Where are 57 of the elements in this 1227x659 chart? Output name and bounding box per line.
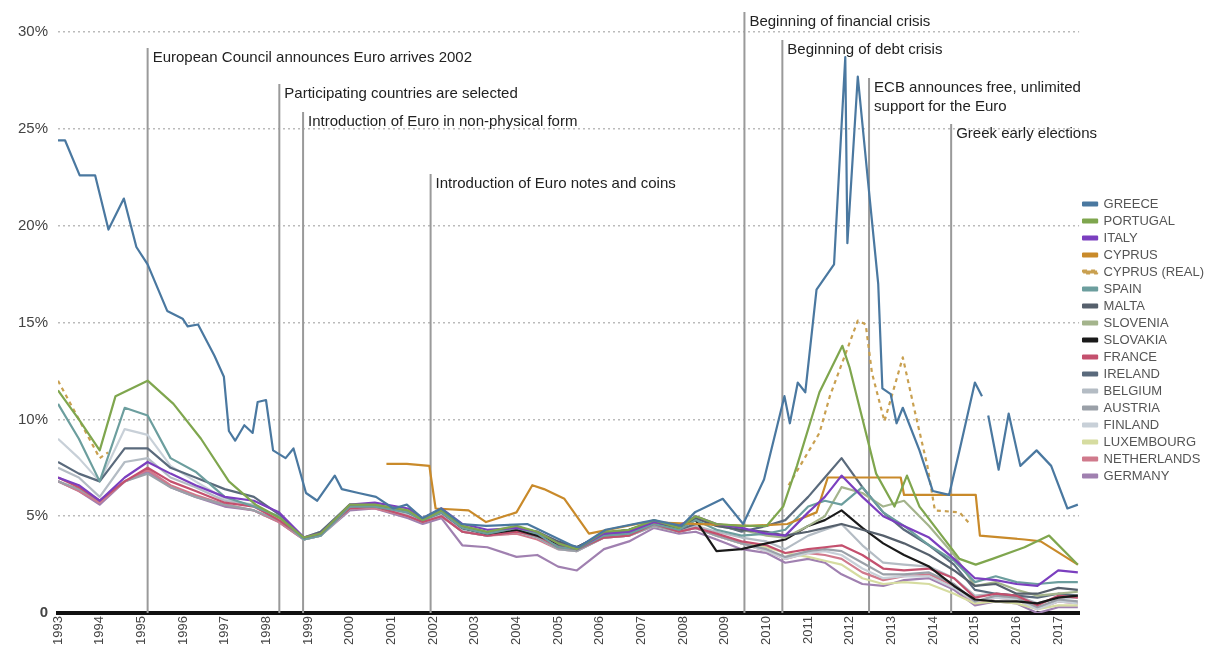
legend-label: PORTUGAL	[1103, 212, 1175, 228]
x-tick-label: 1998	[257, 616, 273, 645]
x-tick-label: 2011	[799, 616, 815, 645]
legend-label: CYPRUS	[1103, 246, 1159, 262]
x-tick-label: 2010	[758, 616, 774, 645]
y-tick-label: 20%	[17, 215, 49, 233]
x-tick-label: 2002	[424, 616, 440, 645]
legend-label: ITALY	[1103, 229, 1139, 245]
x-tick-label: 1997	[216, 616, 232, 645]
ref-line-label: Introduction of Euro notes and coins	[435, 173, 676, 191]
legend-label: GREECE	[1103, 195, 1159, 211]
ref-line-label: Introduction of Euro in non-physical form	[308, 111, 578, 129]
x-tick-label: 2007	[633, 616, 649, 645]
y-tick-label: 30%	[17, 22, 49, 40]
x-tick-label: 2015	[966, 616, 982, 645]
x-tick-label: 2003	[466, 616, 482, 645]
x-tick-label: 2001	[383, 616, 399, 645]
y-tick-label: 15%	[17, 312, 49, 330]
legend-label: CYPRUS (REAL)	[1103, 263, 1205, 279]
legend-label: BELGIUM	[1103, 382, 1163, 398]
x-tick-label: 1994	[91, 616, 107, 645]
x-tick-label: 2013	[883, 616, 899, 645]
ref-line-label: ECB announces free, unlimited support for the Euro	[874, 77, 1081, 114]
x-tick-label: 2004	[508, 616, 524, 645]
x-tick-label: 1995	[132, 616, 148, 645]
x-tick-label: 1999	[299, 616, 315, 645]
y-tick-label: 0	[39, 603, 49, 621]
ref-line-label: Participating countries are selected	[284, 83, 518, 101]
legend-label: AUSTRIA	[1103, 399, 1161, 415]
ref-line-label: Beginning of debt crisis	[787, 39, 943, 57]
x-tick-label: 2017	[1049, 616, 1065, 645]
x-tick-label: 1993	[49, 616, 65, 645]
x-tick-label: 2009	[716, 616, 732, 645]
x-tick-label: 2006	[591, 616, 607, 645]
x-tick-label: 2000	[341, 616, 357, 645]
legend-label: LUXEMBOURG	[1103, 433, 1197, 449]
ref-line-label: Greek early elections	[956, 123, 1098, 141]
x-tick-label: 2012	[841, 616, 857, 645]
legend-label: NETHERLANDS	[1103, 450, 1201, 466]
legend-label: IRELAND	[1103, 365, 1160, 381]
legend-label: MALTA	[1103, 297, 1146, 313]
legend-label: FINLAND	[1103, 416, 1160, 432]
legend-label: GERMANY	[1103, 467, 1170, 483]
legend-label: SLOVAKIA	[1103, 331, 1168, 347]
ref-line-label: European Council announces Euro arrives 2002	[152, 47, 472, 65]
x-tick-label: 2014	[924, 616, 940, 645]
ref-line-label: Beginning of financial crisis	[749, 11, 931, 29]
legend-label: SPAIN	[1103, 280, 1142, 296]
legend-label: FRANCE	[1103, 348, 1158, 364]
y-tick-label: 5%	[26, 506, 49, 524]
y-tick-label: 25%	[17, 118, 49, 136]
x-tick-label: 2016	[1008, 616, 1024, 645]
x-tick-label: 2005	[549, 616, 565, 645]
x-tick-label: 1996	[174, 616, 190, 645]
legend-label: SLOVENIA	[1103, 314, 1169, 330]
x-tick-label: 2008	[674, 616, 690, 645]
y-tick-label: 10%	[17, 409, 49, 427]
